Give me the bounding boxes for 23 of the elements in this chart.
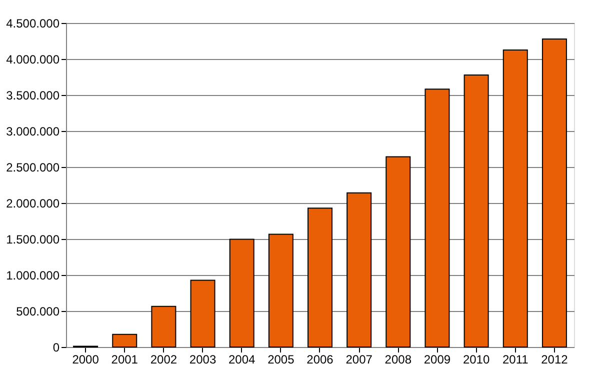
- y-tick-label: 1.500.000: [6, 232, 60, 246]
- y-tick-label: 4.500.000: [6, 16, 60, 30]
- y-tick-label: 1.000.000: [6, 268, 60, 282]
- y-tick-label: 500.000: [16, 304, 60, 318]
- y-tick-label: 2.000.000: [6, 196, 60, 210]
- y-tick-label: 4.000.000: [6, 52, 60, 66]
- x-tick-label: 2005: [268, 352, 295, 366]
- x-tick-label: 2002: [150, 352, 178, 366]
- y-tick-label: 2.500.000: [6, 160, 60, 174]
- x-tick-label: 2003: [189, 352, 216, 366]
- y-tick-label: 3.000.000: [6, 124, 60, 138]
- x-tick-label: 2012: [541, 352, 568, 366]
- y-tick-label: 0: [52, 340, 60, 354]
- x-tick-label: 2011: [502, 352, 529, 366]
- x-tick-label: 2001: [111, 352, 138, 366]
- x-tick-label: 2000: [72, 352, 100, 366]
- x-tick-label: 2007: [346, 352, 373, 366]
- x-tick-label: 2008: [384, 352, 412, 366]
- x-tick-label: 2006: [306, 352, 334, 366]
- x-tick-label: 2010: [462, 352, 490, 366]
- x-tick-label: 2009: [424, 352, 451, 366]
- x-tick-label: 2004: [228, 352, 256, 366]
- y-tick-label: 3.500.000: [6, 88, 60, 102]
